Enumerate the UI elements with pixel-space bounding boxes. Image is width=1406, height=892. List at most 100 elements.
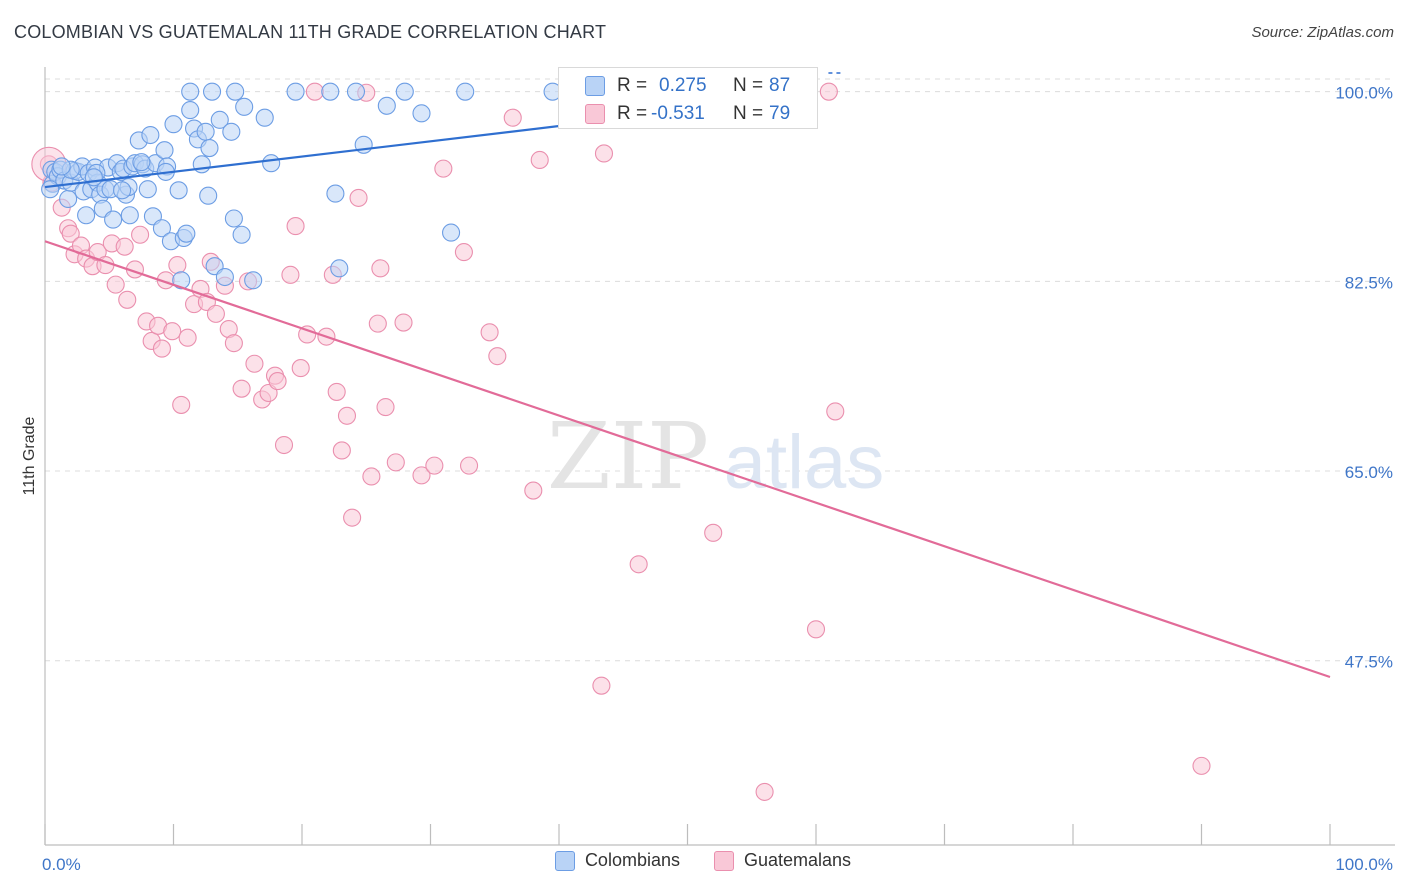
series-legend: Colombians Guatemalans xyxy=(0,850,1406,871)
colombian-point-65 xyxy=(286,82,305,101)
guatemalans-n-value: 79 xyxy=(769,103,791,124)
source-label: Source: ZipAtlas.com xyxy=(1251,24,1394,41)
guatemalan-point-74 xyxy=(704,523,723,542)
guatemalan-point-41 xyxy=(274,435,294,455)
colombian-point-55 xyxy=(210,110,229,129)
guatemalan-point-22 xyxy=(163,322,182,341)
colombians-r-label: R = xyxy=(617,75,648,96)
legend-swatch-colombians xyxy=(554,850,575,871)
x-tick-label-0: 0.0% xyxy=(42,855,81,874)
colombian-point-44 xyxy=(172,271,191,290)
guatemalan-point-14 xyxy=(118,290,137,309)
watermark-atlas: atlas xyxy=(724,420,885,505)
colombian-point-75 xyxy=(456,82,475,101)
guatemalan-point-59 xyxy=(386,453,405,472)
colombian-point-53 xyxy=(200,138,219,158)
guatemalan-point-57 xyxy=(371,259,390,278)
guatemalans-points xyxy=(31,82,1211,801)
y-tick-label-2: 65.0% xyxy=(1345,463,1393,482)
guatemalan-point-52 xyxy=(343,508,362,527)
colombian-point-66 xyxy=(321,82,340,101)
colombian-point-6 xyxy=(59,189,78,209)
colombians-swatch xyxy=(585,76,605,96)
guatemalan-point-61 xyxy=(412,466,431,485)
colombian-point-42 xyxy=(164,115,183,134)
colombian-point-39 xyxy=(155,141,174,160)
correlation-legend-box: R = 0.275 N = 87 R = -0.531 N = 79 xyxy=(558,67,818,129)
guatemalan-point-70 xyxy=(530,150,549,170)
colombian-point-46 xyxy=(177,224,196,243)
colombian-point-71 xyxy=(377,96,396,115)
legend-item-guatemalans[interactable]: Guatemalans xyxy=(713,850,851,871)
guatemalan-point-73 xyxy=(629,555,648,574)
colombian-point-60 xyxy=(232,225,251,244)
gridlines xyxy=(45,78,1395,662)
colombian-point-52 xyxy=(199,186,218,205)
axes xyxy=(44,67,1395,846)
colombian-point-62 xyxy=(244,271,263,290)
guatemalans-swatch xyxy=(585,104,605,124)
guatemalan-point-42 xyxy=(281,265,300,284)
guatemalan-point-24 xyxy=(172,395,191,414)
y-tick-label-1: 82.5% xyxy=(1345,273,1393,292)
legend-label-colombians: Colombians xyxy=(584,850,680,870)
colombian-point-82 xyxy=(41,180,60,199)
colombian-point-12 xyxy=(77,206,96,225)
guatemalans-n-label: N = xyxy=(733,103,764,124)
guatemalans-r-label: R = xyxy=(617,103,648,124)
guatemalan-point-72 xyxy=(592,676,611,695)
guatemalan-point-56 xyxy=(368,314,387,333)
tick-labels: 100.0% 82.5% 65.0% 47.5% 0.0% 100.0% xyxy=(42,84,1393,874)
colombian-point-47 xyxy=(181,101,200,120)
guatemalan-point-65 xyxy=(459,456,479,475)
colombian-point-61 xyxy=(235,97,254,116)
colombian-point-84 xyxy=(84,168,103,187)
guatemalan-point-33 xyxy=(224,334,243,353)
colombian-point-74 xyxy=(442,223,461,242)
colombian-point-64 xyxy=(262,154,281,173)
guatemalan-point-71 xyxy=(594,144,614,163)
colombians-n-label: N = xyxy=(733,75,764,96)
colombians-points xyxy=(41,82,562,290)
colombian-point-59 xyxy=(226,82,245,101)
colombian-point-63 xyxy=(255,108,274,127)
guatemalan-point-55 xyxy=(362,467,381,486)
guatemalan-point-25 xyxy=(178,328,197,347)
guatemalan-point-13 xyxy=(115,237,134,256)
guatemalan-point-67 xyxy=(488,347,507,366)
colombian-point-22 xyxy=(104,210,123,229)
guatemalan-point-50 xyxy=(332,441,351,460)
guatemalan-point-77 xyxy=(819,82,838,101)
colombian-point-28 xyxy=(120,206,139,225)
guatemalan-point-53 xyxy=(349,188,368,207)
trend-lines xyxy=(44,72,1331,679)
chart-title: COLOMBIAN VS GUATEMALAN 11TH GRADE CORRE… xyxy=(14,22,607,42)
guatemalan-point-44 xyxy=(291,359,310,378)
guatemalan-point-4 xyxy=(61,224,80,243)
legend-item-colombians[interactable]: Colombians xyxy=(554,850,680,871)
guatemalan-point-23 xyxy=(168,256,187,275)
guatemalan-point-64 xyxy=(454,243,473,262)
colombian-point-35 xyxy=(141,125,160,145)
guatemalan-point-68 xyxy=(503,108,522,127)
colombian-point-57 xyxy=(222,122,241,141)
colombians-r-value: 0.275 xyxy=(659,75,707,96)
colombian-point-73 xyxy=(412,104,431,123)
y-tick-label-0: 100.0% xyxy=(1335,84,1393,103)
colombian-point-86 xyxy=(113,181,132,200)
guatemalan-point-34 xyxy=(232,379,251,398)
guatemalan-point-43 xyxy=(286,217,305,236)
colombian-point-58 xyxy=(224,209,243,228)
guatemalan-point-58 xyxy=(376,398,395,417)
colombian-point-77 xyxy=(181,82,200,101)
guatemalan-point-60 xyxy=(394,313,413,332)
guatemalan-point-16 xyxy=(131,225,150,244)
colombian-point-51 xyxy=(196,122,215,141)
colombians-n-value: 87 xyxy=(769,75,791,96)
guatemalan-point-66 xyxy=(480,323,499,342)
guatemalan-point-76 xyxy=(806,620,826,639)
guatemalan-point-63 xyxy=(434,159,453,178)
guatemalan-point-12 xyxy=(106,275,125,294)
guatemalan-point-51 xyxy=(337,406,357,425)
